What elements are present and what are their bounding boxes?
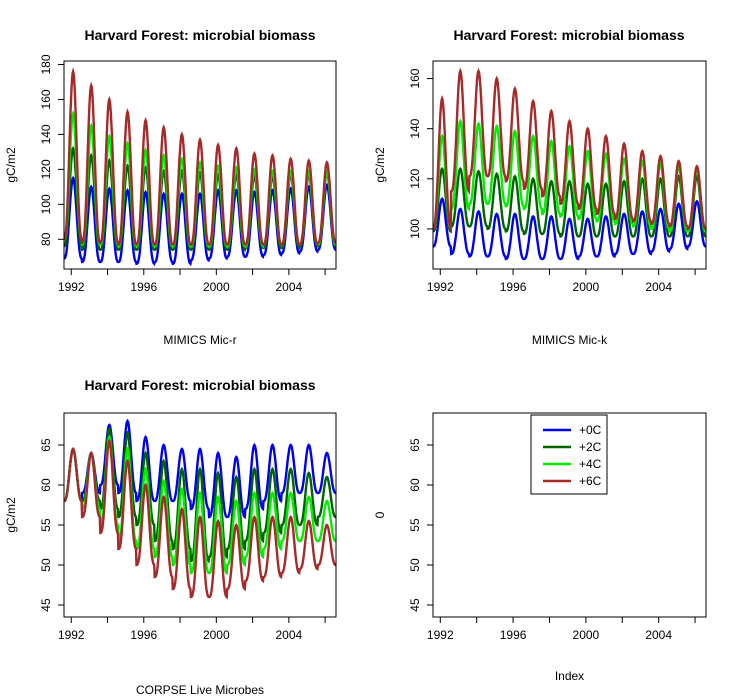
x-tick-label: 1992 <box>58 280 85 294</box>
series-line-plus4c <box>64 434 336 576</box>
y-tick-label: 45 <box>408 598 422 612</box>
chart-title: Harvard Forest: microbial biomass <box>84 377 315 393</box>
y-axis-label: gC/m2 <box>373 147 387 183</box>
y-tick-label: 140 <box>408 118 422 138</box>
y-tick-label: 60 <box>408 478 422 492</box>
series-line-plus4c <box>433 118 706 233</box>
x-tick-label: 2004 <box>645 280 672 294</box>
x-axis-label: CORPSE Live Microbes <box>136 683 264 697</box>
plot-frame <box>432 60 707 270</box>
x-axis-label: MIMICS Mic-r <box>163 333 236 347</box>
y-tick-label: 50 <box>39 558 53 572</box>
y-tick-label: 120 <box>39 159 53 179</box>
x-tick-label: 2000 <box>573 628 600 642</box>
chart-title: Harvard Forest: microbial biomass <box>84 27 315 43</box>
x-tick-label: 2004 <box>645 628 672 642</box>
series-line-plus6c <box>64 438 336 600</box>
x-tick-label: 1992 <box>427 628 454 642</box>
series-line-plus4c <box>64 109 336 249</box>
legend-label: +6C <box>579 474 602 488</box>
y-tick-label: 180 <box>39 54 53 74</box>
legend-label: +0C <box>579 423 602 437</box>
plot-frame <box>63 60 337 270</box>
panel-legend: 1992 1996 2000 2004 45 50 55 60 65 Index 0 +0C +2C +4… <box>373 412 707 683</box>
x-tick-label: 2000 <box>203 280 230 294</box>
plot-frame <box>432 412 707 618</box>
y-axis-label: 0 <box>373 511 387 518</box>
y-tick-label: 45 <box>39 598 53 612</box>
y-tick-label: 140 <box>39 124 53 144</box>
series-line-plus0c <box>433 197 706 261</box>
y-tick-label: 55 <box>408 518 422 532</box>
x-tick-label: 1992 <box>427 280 454 294</box>
series-line-plus2c <box>64 426 336 564</box>
legend-label: +2C <box>579 440 602 454</box>
x-tick-label: 1996 <box>130 280 157 294</box>
y-tick-label: 160 <box>39 89 53 109</box>
y-tick-label: 80 <box>39 232 53 246</box>
y-tick-label: 60 <box>39 478 53 492</box>
y-axis-label: gC/m2 <box>4 497 18 533</box>
x-tick-label: 1996 <box>130 628 157 642</box>
y-tick-label: 65 <box>408 438 422 452</box>
x-tick-label: 2000 <box>573 280 600 294</box>
y-tick-label: 55 <box>39 518 53 532</box>
y-tick-label: 100 <box>408 219 422 239</box>
series-line-plus6c <box>433 67 706 234</box>
panel-corpse-live-microbes: Harvard Forest: microbial biomass 1992 199… <box>4 377 337 697</box>
y-tick-label: 160 <box>408 68 422 88</box>
panel-mimics-mic-k: Harvard Forest: microbial biomass 1992 199… <box>373 27 707 347</box>
x-tick-label: 2004 <box>276 280 303 294</box>
x-tick-label: 1992 <box>58 628 85 642</box>
plot-frame <box>63 412 337 618</box>
panel-mimics-mic-r: Harvard Forest: microbial biomass 1992 199… <box>4 27 337 347</box>
x-tick-label: 1996 <box>500 280 527 294</box>
x-axis-label: Index <box>555 669 584 683</box>
x-tick-label: 1996 <box>500 628 527 642</box>
y-axis-label: gC/m2 <box>4 147 18 183</box>
y-tick-label: 120 <box>408 168 422 188</box>
x-tick-label: 2000 <box>203 628 230 642</box>
series-line-plus0c <box>64 175 336 267</box>
legend-label: +4C <box>579 457 602 471</box>
series-line-plus6c <box>64 67 336 247</box>
x-axis-label: MIMICS Mic-k <box>532 333 608 347</box>
series-line-plus0c <box>64 418 336 519</box>
series-line-plus2c <box>433 166 706 238</box>
chart-title: Harvard Forest: microbial biomass <box>453 27 684 43</box>
x-tick-label: 2004 <box>276 628 303 642</box>
y-tick-label: 100 <box>39 194 53 214</box>
y-tick-label: 65 <box>39 438 53 452</box>
y-tick-label: 50 <box>408 558 422 572</box>
